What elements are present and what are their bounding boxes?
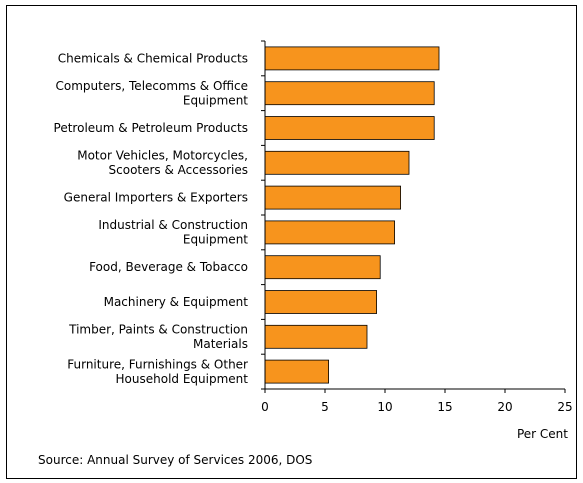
category-label-8: Timber, Paints & Construction Materials — [68, 323, 248, 352]
category-label-5: Industrial & Construction Equipment — [98, 218, 248, 247]
bar-5 — [264, 220, 396, 245]
bar-2 — [264, 116, 435, 140]
bar-4 — [264, 185, 402, 210]
category-label-6: Food, Beverage & Tobacco — [89, 260, 248, 274]
source-note: Source: Annual Survey of Services 2006, … — [38, 453, 313, 467]
x-tick-label: 15 — [437, 400, 452, 414]
category-label-1: Computers, Telecomms & Office Equipment — [55, 79, 248, 108]
bar-7 — [264, 290, 377, 314]
x-tick-label: 0 — [261, 400, 269, 414]
category-label-2: Petroleum & Petroleum Products — [54, 121, 248, 135]
bar-6 — [264, 255, 381, 280]
x-axis-title: Per Cent — [517, 427, 568, 441]
bar-0 — [264, 46, 440, 71]
x-tick-label: 25 — [557, 400, 572, 414]
bar-9 — [264, 359, 329, 384]
category-label-9: Furniture, Furnishings & Other Household … — [67, 357, 248, 386]
category-label-3: Motor Vehicles, Motorcycles, Scooters & A… — [77, 149, 248, 178]
category-label-7: Machinery & Equipment — [104, 295, 249, 309]
category-label-0: Chemicals & Chemical Products — [58, 51, 248, 65]
category-label-4: General Importers & Exporters — [64, 191, 248, 205]
x-tick-label: 10 — [377, 400, 392, 414]
bar-3 — [264, 150, 410, 175]
bar-1 — [264, 81, 435, 106]
x-tick-label: 20 — [497, 400, 512, 414]
x-tick-label: 5 — [321, 400, 329, 414]
bar-8 — [264, 324, 368, 349]
